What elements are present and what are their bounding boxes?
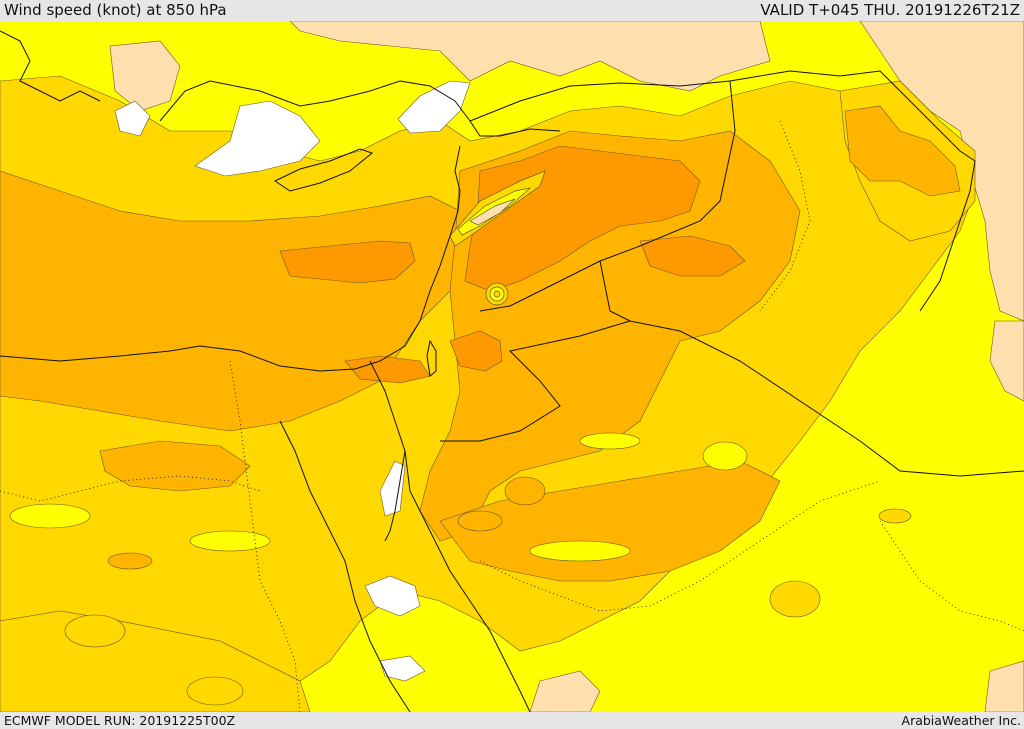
blob-gold-3 [769,580,821,618]
calm-region-east [989,320,1024,402]
orange-core-west [279,240,416,284]
coastline-redsea-east [404,450,531,712]
blob-amber-2 [457,510,503,532]
orange-core-jordan [449,330,503,372]
footer-bar: ECMWF MODEL RUN: 20191225T00Z ArabiaWeat… [0,712,1024,729]
dotted-boundary-5 [879,520,1024,632]
coastline-turkey-south [159,80,561,137]
map-canvas [0,21,1024,712]
vortex-ring-inner [493,290,501,298]
credit-label: ArabiaWeather Inc. [901,713,1021,728]
blob-gold-2 [702,441,748,471]
amber-patch-east [844,105,961,197]
calm-spot-turkey [397,80,471,134]
calm-region-southeast [984,660,1024,712]
map-title: Wind speed (knot) at 850 hPa [4,1,227,19]
coastline-gulf-suez [279,420,411,712]
orange-core-saudi [639,235,746,277]
blob-yellow-2 [189,530,271,552]
calm-spot-redsea-north [379,460,406,517]
jet-streak-ring-3 [469,198,516,226]
wind-speed-map[interactable] [0,21,1024,712]
blob-yellow-3 [9,503,91,529]
dotted-boundary-2 [479,480,881,612]
coastline-gulf-aqaba [384,450,406,542]
dotted-boundary-3 [759,120,811,312]
calm-region-northwest [109,40,181,112]
amber-band-south [439,460,781,582]
border-egypt-israel [369,360,406,452]
coastline-cyprus [273,148,374,192]
calm-spot-aegean [194,100,321,177]
blob-amber-1 [504,476,546,506]
blob-gold-5 [186,676,244,706]
calm-spot-south [379,655,426,682]
header-bar: Wind speed (knot) at 850 hPa VALID T+045… [0,0,1024,21]
valid-time: VALID T+045 THU. 20191226T21Z [760,1,1020,19]
blob-amber-3 [107,552,153,570]
coastline-mediterranean-south [0,145,461,372]
blob-gold-4 [64,614,126,648]
coastline-dead-sea [426,339,437,377]
border-syria-iraq [479,80,736,312]
border-iran-iraq [789,70,976,162]
amber-patch-sw [99,440,251,492]
model-run-label: ECMWF MODEL RUN: 20191225T00Z [4,713,236,728]
border-jordan-saudi [440,320,631,442]
coastline-gulf [919,160,976,312]
calm-region-south [529,670,601,712]
blob-yellow-1 [529,540,631,562]
calm-spot-egypt [364,575,421,617]
blob-gold-6 [878,508,912,524]
calm-spot-greece [114,100,151,137]
calm-region-north [289,21,771,92]
blob-gold-1 [579,432,641,450]
calm-region-northeast [859,21,1024,322]
coastline-greece [0,30,101,102]
border-iraq-saudi [599,260,1024,477]
